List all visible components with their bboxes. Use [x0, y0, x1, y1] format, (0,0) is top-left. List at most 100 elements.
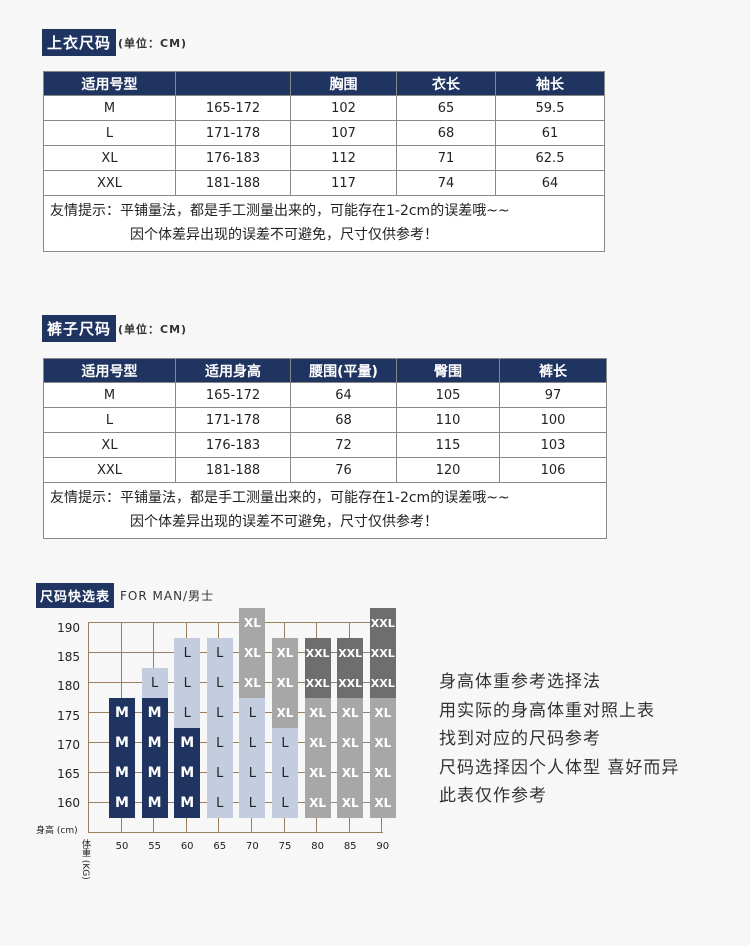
- x-tick-label: 65: [213, 841, 227, 852]
- table-cell: 68: [396, 120, 496, 146]
- weight-axis-label: 体重 (KG): [80, 839, 90, 880]
- tip-row: 友情提示：平铺量法，都是手工测量出来的，可能存在1-2cm的误差哦~~ 因个体差…: [43, 195, 605, 252]
- size-cell-xl: XL: [272, 668, 298, 698]
- size-cell-xl: XL: [239, 638, 266, 668]
- note-line: 身高体重参考选择法: [439, 672, 601, 692]
- x-tick-label: 60: [180, 841, 194, 852]
- y-tick-label: 185: [57, 650, 80, 665]
- table-cell: 72: [290, 432, 397, 458]
- size-cell-xxl: XXL: [369, 638, 396, 668]
- table-cell: 171-178: [175, 120, 291, 146]
- size-cell-m: M: [141, 728, 168, 758]
- grid-line-v: [316, 622, 318, 832]
- x-tick-label: 70: [246, 841, 259, 852]
- table-row: M 165-172 102 65 59.5: [43, 95, 605, 121]
- grid-line-h: [88, 742, 383, 743]
- grid-line-v: [348, 622, 350, 832]
- size-cell-xl: XL: [369, 788, 396, 818]
- size-cell-xl: XL: [369, 728, 396, 758]
- size-cell-l: L: [272, 758, 298, 788]
- size-cell-l: L: [239, 788, 266, 818]
- size-cell-m: M: [141, 758, 168, 788]
- size-cell-l: L: [239, 758, 266, 788]
- table-cell: 61: [495, 120, 605, 146]
- table-cell: 115: [396, 432, 500, 458]
- table-cell: 65: [396, 95, 496, 121]
- x-tick-label: 50: [115, 841, 129, 852]
- grid-line-h: [88, 712, 383, 713]
- size-cell-xl: XL: [272, 638, 298, 668]
- table-cell: 105: [396, 382, 500, 408]
- quick-select-title: 尺码快选表: [36, 583, 115, 608]
- table-cell: 100: [499, 407, 607, 433]
- x-tick-label: 80: [311, 841, 324, 852]
- y-tick-label: 165: [57, 767, 80, 781]
- note-line: 找到对应的尺码参考: [439, 729, 601, 749]
- table-row: XL 176-183 72 115 103: [43, 432, 607, 458]
- size-cell-xxl: XXL: [369, 608, 396, 638]
- tip-line-1: 友情提示：平铺量法，都是手工测量出来的，可能存在1-2cm的误差哦~~: [50, 490, 510, 506]
- table-cell: L: [43, 407, 176, 433]
- header-cell: 裤长: [499, 358, 607, 383]
- size-cell-l: L: [206, 788, 233, 818]
- grid-line-v: [88, 622, 89, 832]
- quick-select-heading: 尺码快选表 FOR MAN/男士: [36, 583, 214, 608]
- y-tick-label: 190: [57, 621, 80, 635]
- grid-line-v: [283, 622, 285, 832]
- grid-line-h: [88, 652, 383, 653]
- size-cell-l: L: [272, 728, 298, 758]
- size-cell-l: L: [239, 728, 266, 758]
- grid-line-v: [185, 622, 187, 832]
- table-cell: XL: [43, 145, 176, 171]
- tip-cell: 友情提示：平铺量法，都是手工测量出来的，可能存在1-2cm的误差哦~~ 因个体差…: [43, 195, 605, 252]
- pants-size-unit: (单位：CM): [118, 322, 188, 336]
- table-row: XXL 181-188 76 120 106: [43, 457, 607, 483]
- table-cell: 112: [290, 145, 397, 171]
- y-tick-label: 160: [57, 796, 80, 811]
- table-cell: 71: [396, 145, 496, 171]
- note-line: 尺码选择因个人体型 喜好而异: [439, 757, 680, 778]
- size-cell-xxl: XXL: [337, 668, 364, 698]
- top-size-title: 上衣尺码: [42, 29, 117, 56]
- size-cell-l: L: [174, 668, 201, 698]
- size-cell-xl: XL: [337, 698, 364, 728]
- table-cell: 181-188: [175, 170, 291, 196]
- size-cell-xl: XL: [304, 698, 331, 728]
- pants-size-heading: 裤子尺码 (单位：CM): [42, 315, 187, 342]
- table-cell: L: [43, 120, 176, 146]
- table-cell: 176-183: [175, 145, 291, 171]
- grid-line-v: [120, 622, 122, 832]
- size-cell-l: L: [206, 668, 233, 698]
- size-cell-m: M: [174, 758, 201, 788]
- grid-line-h: [88, 772, 383, 773]
- table-row: XXL 181-188 117 74 64: [43, 170, 605, 196]
- size-cell-l: L: [206, 638, 233, 668]
- size-cell-l: L: [239, 698, 266, 728]
- table-cell: XXL: [43, 457, 176, 483]
- table-cell: 59.5: [495, 95, 605, 121]
- table-cell: 68: [290, 407, 397, 433]
- tip-line-2: 因个体差异出现的误差不可避免，尺寸仅供参考！: [130, 514, 438, 530]
- header-cell: 袖长: [495, 71, 605, 96]
- header-cell: 腰围(平量): [290, 358, 397, 383]
- table-cell: 117: [290, 170, 397, 196]
- y-tick-label: 175: [57, 708, 80, 723]
- grid-line-h: [88, 802, 383, 803]
- size-cell-xl: XL: [239, 668, 266, 698]
- quick-select-subtitle: FOR MAN/男士: [120, 589, 215, 603]
- size-cell-m: M: [109, 758, 135, 788]
- size-cell-l: L: [272, 788, 298, 818]
- table-cell: M: [43, 382, 176, 408]
- table-cell: 165-172: [175, 382, 291, 408]
- size-cell-xl: XL: [337, 788, 364, 818]
- size-cell-xl: XL: [304, 728, 331, 758]
- size-cell-l: L: [206, 728, 233, 758]
- tip-line-2: 因个体差异出现的误差不可避免，尺寸仅供参考！: [130, 227, 438, 243]
- note-line: 此表仅作参考: [439, 786, 547, 806]
- table-cell: M: [43, 95, 176, 121]
- size-cell-m: M: [141, 698, 168, 728]
- table-row: L 171-178 68 110 100: [43, 407, 607, 433]
- table-cell: 64: [495, 170, 605, 196]
- size-cell-l: L: [174, 638, 201, 668]
- size-cell-m: M: [174, 788, 201, 818]
